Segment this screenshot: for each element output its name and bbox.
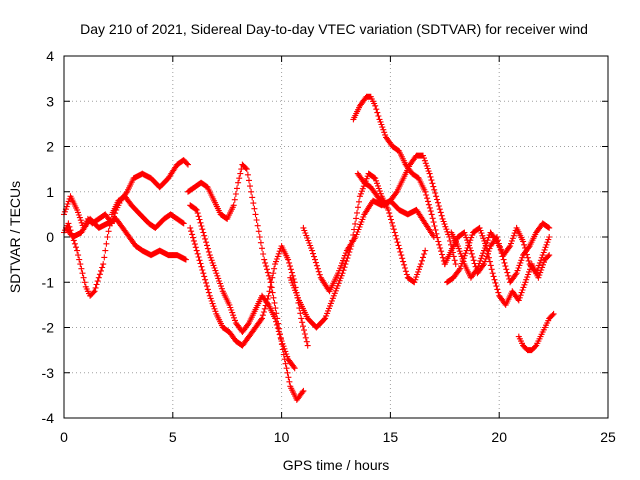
chart-title: Day 210 of 2021, Sidereal Day-to-day VTE… (80, 21, 588, 37)
x-tick-label: 20 (491, 429, 507, 445)
plus-markers (515, 310, 557, 354)
y-axis-label: SDTVAR / TECUs (7, 181, 23, 293)
y-tick-label: 0 (46, 229, 54, 245)
x-tick-label: 25 (600, 429, 616, 445)
series-track-g (287, 170, 429, 331)
series-track-b (61, 193, 187, 299)
y-tick-label: 2 (46, 139, 54, 155)
x-tick-label: 0 (60, 429, 68, 445)
plus-markers (287, 170, 429, 331)
tick-labels: 0 5 10 15 20 25 -4 -3 -2 -1 0 1 2 3 4 (42, 48, 616, 445)
x-axis-label: GPS time / hours (283, 457, 390, 473)
plus-markers (354, 152, 459, 268)
series-track-j (354, 152, 459, 268)
plus-markers (187, 202, 298, 372)
series-track-e (187, 202, 298, 372)
series-track-i (350, 93, 448, 268)
plus-markers (61, 193, 187, 299)
series-track-a (61, 157, 191, 231)
axis-ticks (63, 55, 609, 419)
x-tick-label: 15 (383, 429, 399, 445)
plus-markers (444, 224, 553, 308)
series-track-m (448, 224, 553, 281)
y-tick-label: 1 (46, 184, 54, 200)
x-tick-label: 5 (169, 429, 177, 445)
plus-markers (448, 224, 553, 281)
x-tick-label: 10 (274, 429, 290, 445)
plus-markers (61, 157, 191, 231)
plus-markers (63, 215, 189, 263)
series-track-c (63, 215, 189, 263)
y-tick-label: 4 (46, 48, 54, 64)
y-tick-label: -4 (42, 410, 55, 426)
y-tick-label: -1 (42, 274, 55, 290)
y-tick-label: -3 (42, 365, 55, 381)
series-track-n (515, 310, 557, 354)
plus-markers (350, 93, 448, 268)
data-series (61, 93, 557, 403)
series-track-l (444, 224, 553, 308)
grid-lines (64, 56, 608, 418)
y-tick-label: 3 (46, 93, 54, 109)
y-tick-label: -2 (42, 320, 55, 336)
